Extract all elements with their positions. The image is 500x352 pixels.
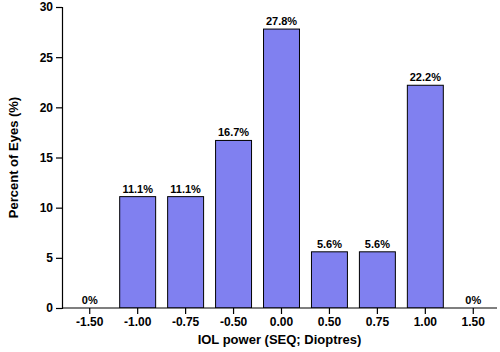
- tick-mark: [233, 308, 234, 314]
- tick: 0.75: [366, 308, 390, 329]
- tick-mark: [377, 308, 378, 314]
- tick-mark: [425, 308, 426, 314]
- axis-line: [62, 307, 497, 308]
- tick: 15: [40, 151, 62, 165]
- bar: [407, 85, 443, 308]
- tick-label: -0.50: [220, 315, 248, 329]
- tick-label: 1.00: [414, 315, 438, 329]
- tick-mark: [56, 208, 62, 209]
- tick-label: 25: [40, 51, 54, 65]
- tick: -1.00: [124, 308, 152, 329]
- data-label: 5.6%: [317, 238, 342, 250]
- data-label: 0%: [82, 294, 98, 306]
- tick-mark: [56, 7, 62, 8]
- x-axis: -1.50 -1.00 -0.75 -0.50 0.00 0.50 0.75 1.00 1.50: [62, 308, 497, 329]
- tick-label: -1.50: [76, 315, 104, 329]
- tick: -0.50: [220, 308, 248, 329]
- tick: 0: [46, 301, 62, 315]
- tick: 20: [40, 101, 62, 115]
- tick-label: -1.00: [124, 315, 152, 329]
- data-label: 11.1%: [170, 183, 201, 195]
- tick: 1.00: [414, 308, 438, 329]
- chart: 0 5 10 15 20 25 30 -1.50 -1.00 -0.75 -0.50 0.00 0.50…: [0, 0, 500, 352]
- tick: -0.75: [172, 308, 200, 329]
- y-axis-title: Percent of Eyes (%): [6, 97, 21, 218]
- x-axis-title: IOL power (SEQ; Dioptres): [198, 332, 362, 347]
- tick-label: 1.50: [462, 315, 486, 329]
- bar: [168, 197, 204, 308]
- tick-mark: [281, 308, 282, 314]
- bar: [359, 252, 395, 308]
- tick-label: 5: [46, 251, 53, 265]
- data-label: 27.8%: [266, 15, 297, 27]
- tick: 25: [40, 51, 62, 65]
- tick-label: 0.00: [270, 315, 294, 329]
- tick-mark: [56, 57, 62, 58]
- data-label: 22.2%: [410, 71, 441, 83]
- tick-mark: [56, 308, 62, 309]
- tick-label: 0.50: [318, 315, 342, 329]
- bars: [120, 29, 444, 308]
- tick-label: 10: [40, 201, 54, 215]
- y-axis: 0 5 10 15 20 25 30: [40, 0, 63, 315]
- tick-label: 0.75: [366, 315, 390, 329]
- bar: [216, 140, 252, 308]
- tick: 1.50: [462, 308, 486, 329]
- tick-label: -0.75: [172, 315, 200, 329]
- tick-label: 20: [40, 101, 54, 115]
- tick-mark: [329, 308, 330, 314]
- bar: [311, 252, 347, 308]
- tick: 30: [40, 0, 62, 14]
- tick: 10: [40, 201, 62, 215]
- tick-label: 30: [40, 0, 54, 14]
- tick-mark: [185, 308, 186, 314]
- tick-label: 15: [40, 151, 54, 165]
- data-label: 16.7%: [218, 126, 249, 138]
- data-labels: 0% 11.1% 11.1% 16.7% 27.8% 5.6% 5.6% 22.2% 0%: [82, 15, 482, 306]
- tick: -1.50: [76, 308, 104, 329]
- tick-mark: [56, 258, 62, 259]
- tick: 0.50: [318, 308, 342, 329]
- tick: 0.00: [270, 308, 294, 329]
- tick-mark: [137, 308, 138, 314]
- bar: [264, 29, 300, 308]
- axis-line: [56, 8, 63, 309]
- data-label: 0%: [465, 294, 481, 306]
- tick-mark: [473, 308, 474, 314]
- tick-label: 0: [46, 301, 53, 315]
- bar: [120, 197, 156, 308]
- tick-mark: [89, 308, 90, 314]
- tick-mark: [56, 157, 62, 158]
- tick-mark: [56, 107, 62, 108]
- data-label: 11.1%: [122, 183, 153, 195]
- tick: 5: [46, 251, 62, 265]
- data-label: 5.6%: [365, 238, 390, 250]
